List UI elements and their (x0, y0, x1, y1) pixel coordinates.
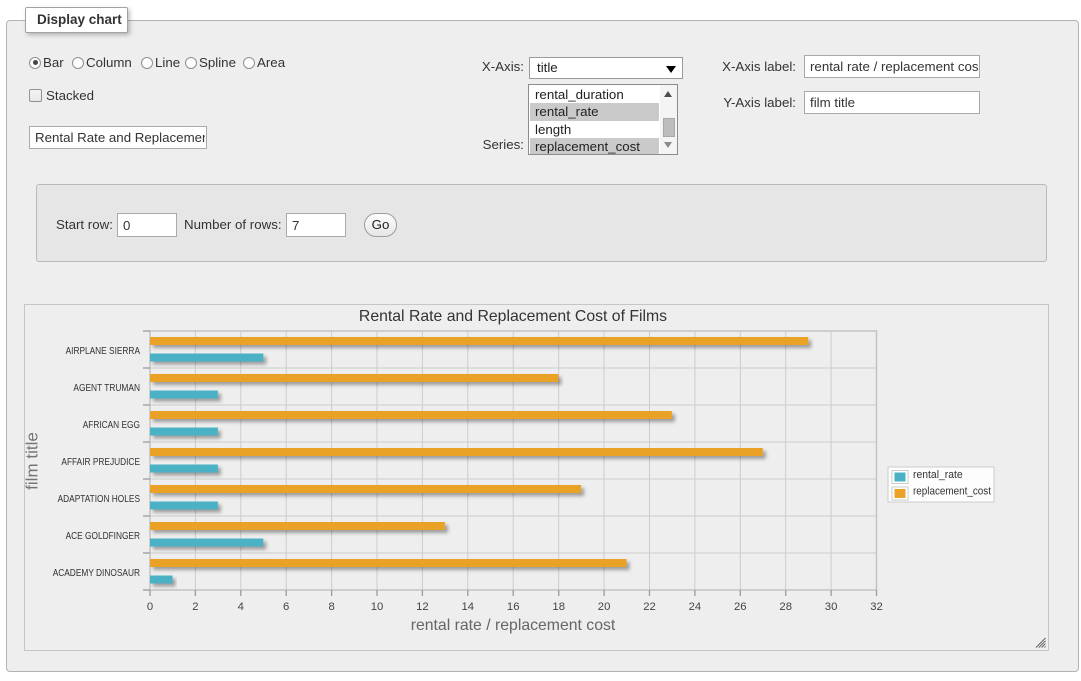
svg-text:AIRPLANE SIERRA: AIRPLANE SIERRA (66, 346, 140, 357)
svg-text:replacement_cost: replacement_cost (913, 486, 991, 498)
svg-text:AFFAIR PREJUDICE: AFFAIR PREJUDICE (61, 457, 140, 468)
svg-text:film title: film title (25, 432, 42, 490)
svg-text:AFRICAN EGG: AFRICAN EGG (83, 420, 140, 431)
svg-text:14: 14 (462, 601, 475, 613)
svg-text:18: 18 (552, 601, 565, 613)
svg-text:ADAPTATION HOLES: ADAPTATION HOLES (58, 494, 140, 505)
svg-text:Rental Rate and Replacement Co: Rental Rate and Replacement Cost of Film… (359, 308, 667, 325)
svg-text:ACE GOLDFINGER: ACE GOLDFINGER (66, 531, 140, 542)
svg-text:28: 28 (779, 601, 792, 613)
svg-text:ACADEMY DINOSAUR: ACADEMY DINOSAUR (53, 568, 140, 579)
svg-text:4: 4 (238, 601, 244, 613)
svg-text:6: 6 (283, 601, 289, 613)
svg-text:26: 26 (734, 601, 747, 613)
svg-text:0: 0 (147, 601, 153, 613)
svg-text:20: 20 (598, 601, 611, 613)
svg-text:16: 16 (507, 601, 520, 613)
svg-text:rental_rate: rental_rate (913, 469, 963, 481)
svg-text:2: 2 (192, 601, 198, 613)
svg-text:24: 24 (689, 601, 702, 613)
svg-text:rental rate / replacement cost: rental rate / replacement cost (411, 617, 616, 634)
svg-text:8: 8 (328, 601, 334, 613)
svg-text:10: 10 (371, 601, 384, 613)
svg-text:12: 12 (416, 601, 429, 613)
svg-text:30: 30 (825, 601, 838, 613)
svg-text:AGENT TRUMAN: AGENT TRUMAN (73, 383, 140, 394)
svg-text:22: 22 (643, 601, 656, 613)
svg-text:32: 32 (870, 601, 883, 613)
